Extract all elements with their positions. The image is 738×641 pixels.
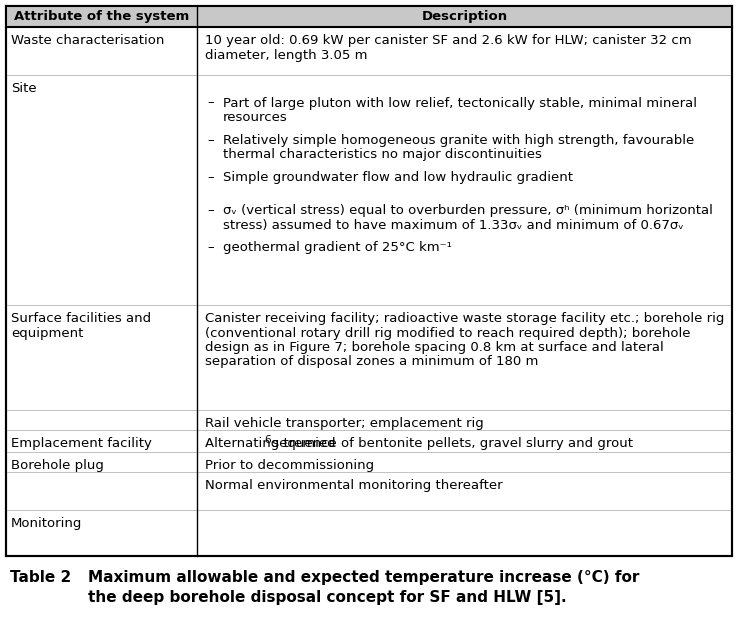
Text: Part of large pluton with low relief, tectonically stable, minimal mineral: Part of large pluton with low relief, te… [223,97,697,110]
Text: Table 2: Table 2 [10,570,72,585]
Text: stress) assumed to have maximum of 1.33σᵥ and minimum of 0.67σᵥ: stress) assumed to have maximum of 1.33σ… [223,219,683,232]
Text: diameter, length 3.05 m: diameter, length 3.05 m [205,49,368,62]
Text: 6: 6 [264,435,271,445]
Text: thermal characteristics no major discontinuities: thermal characteristics no major discont… [223,148,542,162]
Text: Waste characterisation: Waste characterisation [11,34,165,47]
Text: geothermal gradient of 25°C km⁻¹: geothermal gradient of 25°C km⁻¹ [223,242,452,254]
Bar [6,6,732,556]
Text: Canister receiving facility; radioactive waste storage facility etc.; borehole r: Canister receiving facility; radioactive… [205,312,725,325]
Text: sequence of bentonite pellets, gravel slurry and grout: sequence of bentonite pellets, gravel sl… [268,437,632,450]
Text: σᵥ (vertical stress) equal to overburden pressure, σʰ (minimum horizontal: σᵥ (vertical stress) equal to overburden… [223,204,713,217]
Text: Rail vehicle transporter; emplacement rig: Rail vehicle transporter; emplacement ri… [205,417,483,430]
Bar [6,6,732,27]
Text: Borehole plug: Borehole plug [11,459,104,472]
Text: –: – [207,171,213,184]
Text: (conventional rotary drill rig modified to reach required depth); borehole: (conventional rotary drill rig modified … [205,326,691,340]
Text: Relatively simple homogeneous granite with high strength, favourable: Relatively simple homogeneous granite wi… [223,134,694,147]
Text: Surface facilities and: Surface facilities and [11,312,151,325]
Text: Maximum allowable and expected temperature increase (°C) for
the deep borehole d: Maximum allowable and expected temperatu… [88,570,639,605]
Text: design as in Figure 7; borehole spacing 0.8 km at surface and lateral: design as in Figure 7; borehole spacing … [205,341,663,354]
Text: Monitoring: Monitoring [11,517,83,530]
Text: Emplacement facility: Emplacement facility [11,437,152,450]
Text: Site: Site [11,82,37,95]
Text: Normal environmental monitoring thereafter: Normal environmental monitoring thereaft… [205,479,503,492]
Text: –: – [207,97,213,110]
Text: separation of disposal zones a minimum of 180 m: separation of disposal zones a minimum o… [205,356,539,369]
Text: –: – [207,134,213,147]
Text: Attribute of the system: Attribute of the system [14,10,189,23]
Text: Alternating tremied: Alternating tremied [205,437,336,450]
Text: Simple groundwater flow and low hydraulic gradient: Simple groundwater flow and low hydrauli… [223,171,573,184]
Text: –: – [207,204,213,217]
Text: –: – [207,242,213,254]
Text: resources: resources [223,111,288,124]
Text: Description: Description [421,10,508,23]
Text: equipment: equipment [11,326,83,340]
Text: Prior to decommissioning: Prior to decommissioning [205,459,374,472]
Text: 10 year old: 0.69 kW per canister SF and 2.6 kW for HLW; canister 32 cm: 10 year old: 0.69 kW per canister SF and… [205,34,692,47]
